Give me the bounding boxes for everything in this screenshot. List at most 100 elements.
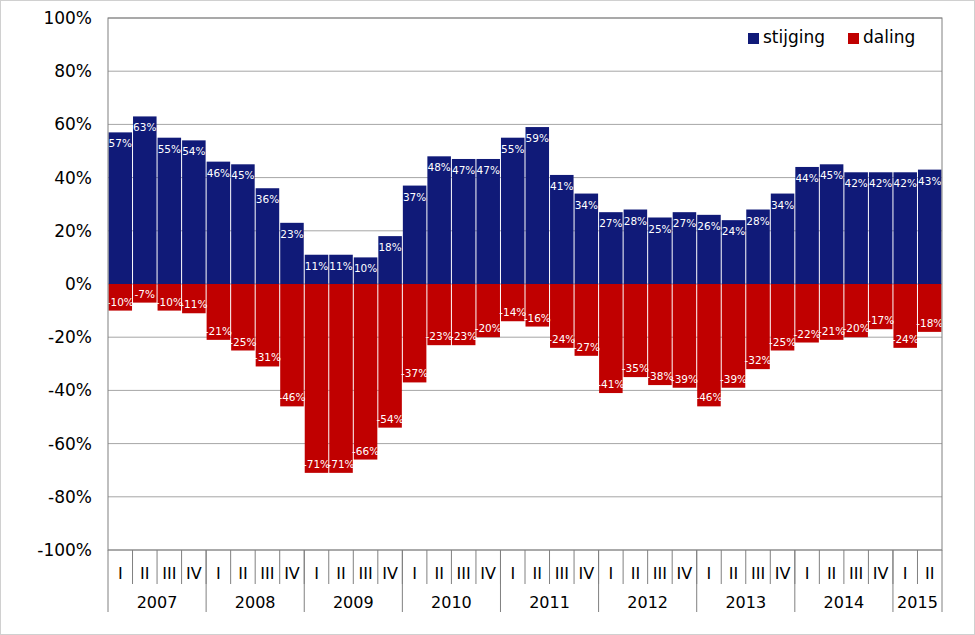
x-tick-label: IV bbox=[775, 564, 791, 583]
data-label: 11% bbox=[329, 260, 352, 272]
x-tick-label: I bbox=[412, 564, 417, 583]
legend-label: stijging bbox=[763, 27, 825, 47]
y-tick-label: -80% bbox=[48, 487, 92, 507]
bar bbox=[207, 162, 231, 284]
data-label: -39% bbox=[720, 373, 747, 385]
data-label: -46% bbox=[695, 391, 722, 403]
x-tick-label: I bbox=[216, 564, 221, 583]
data-label: -18% bbox=[916, 317, 943, 329]
x-tick bbox=[647, 550, 648, 584]
x-tick bbox=[157, 550, 158, 584]
y-tick-label: -100% bbox=[37, 540, 92, 560]
bar bbox=[378, 236, 402, 284]
data-label: 26% bbox=[697, 220, 720, 232]
x-tick bbox=[255, 550, 256, 584]
bar bbox=[599, 212, 623, 284]
bar bbox=[550, 175, 574, 284]
data-label: -66% bbox=[352, 445, 379, 457]
data-label: 25% bbox=[648, 223, 671, 235]
bar bbox=[624, 210, 648, 284]
x-tick-label: IV bbox=[578, 564, 594, 583]
x-group-label: 2011 bbox=[529, 593, 570, 612]
data-label: 34% bbox=[575, 199, 598, 211]
data-label: 48% bbox=[427, 161, 450, 173]
x-group-label: 2012 bbox=[627, 593, 668, 612]
bar bbox=[599, 284, 623, 393]
data-label: -21% bbox=[205, 325, 232, 337]
data-label: 46% bbox=[207, 167, 230, 179]
bar bbox=[256, 188, 280, 284]
bar bbox=[354, 257, 378, 284]
plot-frame bbox=[108, 18, 942, 550]
data-label: 27% bbox=[599, 217, 622, 229]
x-tick-label: I bbox=[118, 564, 123, 583]
data-label: 43% bbox=[918, 175, 941, 187]
x-tick bbox=[230, 550, 231, 584]
data-label: 11% bbox=[305, 260, 328, 272]
x-tick bbox=[843, 550, 844, 584]
bar bbox=[280, 223, 304, 284]
x-tick-label: IV bbox=[873, 564, 889, 583]
data-label: -37% bbox=[401, 367, 428, 379]
bar bbox=[329, 255, 353, 284]
data-label: 47% bbox=[452, 164, 475, 176]
data-label: -54% bbox=[377, 413, 404, 425]
y-tick-label: 60% bbox=[54, 114, 92, 134]
chart-container: -100%-80%-60%-40%-20%0%20%40%60%80%100%5… bbox=[0, 0, 975, 635]
data-label: -14% bbox=[499, 306, 526, 318]
data-label: -38% bbox=[646, 370, 673, 382]
x-tick bbox=[426, 550, 427, 584]
x-tick bbox=[377, 550, 378, 584]
data-label: 55% bbox=[158, 143, 181, 155]
bar bbox=[501, 138, 525, 284]
data-label: 23% bbox=[280, 228, 303, 240]
data-label: -27% bbox=[573, 341, 600, 353]
bar bbox=[722, 220, 746, 284]
bar bbox=[158, 138, 182, 284]
data-label: -23% bbox=[450, 330, 477, 342]
data-label: 54% bbox=[182, 145, 205, 157]
data-label: -10% bbox=[156, 296, 183, 308]
data-label: 45% bbox=[231, 169, 254, 181]
group-separator bbox=[304, 550, 305, 612]
x-tick bbox=[279, 550, 280, 584]
grid-line bbox=[108, 71, 942, 72]
data-label: -71% bbox=[303, 458, 330, 470]
group-separator bbox=[892, 550, 893, 612]
group-separator bbox=[206, 550, 207, 612]
bar bbox=[697, 284, 721, 406]
data-label: 63% bbox=[133, 121, 156, 133]
x-tick-label: IV bbox=[186, 564, 202, 583]
chart-svg: -100%-80%-60%-40%-20%0%20%40%60%80%100%5… bbox=[0, 0, 975, 635]
data-label: -41% bbox=[597, 378, 624, 390]
y-tick-label: -20% bbox=[48, 327, 92, 347]
x-tick-label: I bbox=[510, 564, 515, 583]
data-label: 34% bbox=[771, 199, 794, 211]
x-tick-label: IV bbox=[382, 564, 398, 583]
bar bbox=[280, 284, 304, 406]
data-label: -32% bbox=[744, 354, 771, 366]
data-label: -16% bbox=[524, 312, 551, 324]
legend: stijgingdaling bbox=[748, 27, 915, 47]
data-label: -11% bbox=[180, 298, 207, 310]
x-tick-label: II bbox=[434, 564, 443, 583]
data-label: -35% bbox=[622, 362, 649, 374]
x-tick bbox=[549, 550, 550, 584]
bar bbox=[526, 127, 550, 284]
bar bbox=[109, 132, 133, 284]
grid-line bbox=[108, 390, 942, 391]
data-label: -46% bbox=[278, 391, 305, 403]
bars bbox=[109, 116, 942, 472]
data-label: 18% bbox=[378, 241, 401, 253]
x-tick bbox=[623, 550, 624, 584]
x-tick bbox=[328, 550, 329, 584]
y-tick-label: 80% bbox=[54, 61, 92, 81]
x-tick-label: IV bbox=[480, 564, 496, 583]
group-separator bbox=[500, 550, 501, 612]
data-label: 44% bbox=[795, 172, 818, 184]
x-group-label: 2008 bbox=[235, 593, 276, 612]
bar bbox=[746, 210, 770, 284]
data-label: 28% bbox=[624, 215, 647, 227]
x-tick-label: IV bbox=[677, 564, 693, 583]
data-label: 24% bbox=[722, 225, 745, 237]
